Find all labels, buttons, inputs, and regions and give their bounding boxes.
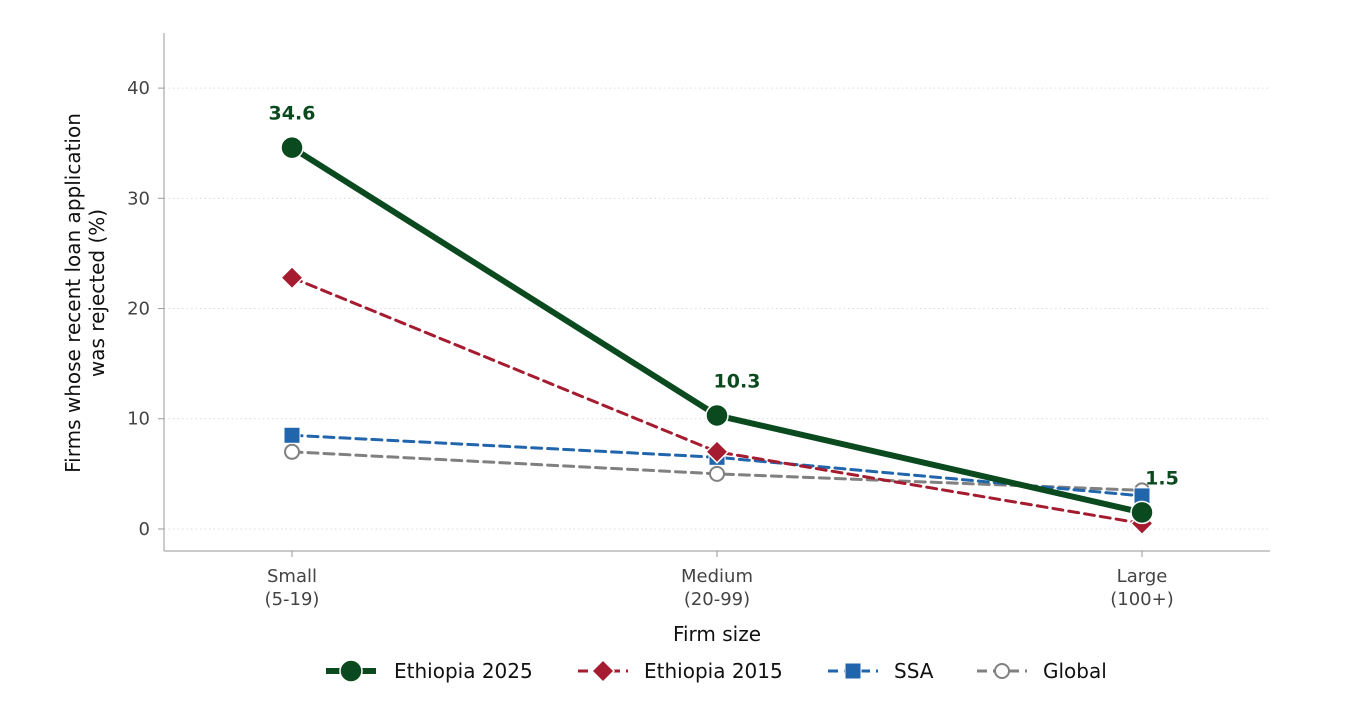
x-tick-sublabel: (100+)	[1110, 589, 1173, 610]
series-point	[709, 465, 725, 482]
legend-marker	[590, 658, 616, 684]
legend-label: Ethiopia 2015	[644, 659, 783, 683]
series-point	[280, 135, 304, 160]
legend: Ethiopia 2025 Ethiopia 2015 SSA Global	[326, 658, 1107, 684]
legend-marker	[339, 659, 363, 683]
legend-label: SSA	[894, 659, 934, 683]
data-label: 10.3	[714, 370, 761, 392]
series-ethiopia-2015	[279, 265, 1155, 536]
series-layer	[279, 135, 1155, 536]
x-tick-label: Large	[1117, 566, 1168, 587]
series-point	[283, 426, 301, 444]
data-label: 34.6	[269, 103, 316, 125]
y-tick-label: 0	[139, 519, 150, 540]
y-axis-title-text: Firms whose recent loan applicationwas r…	[61, 113, 109, 473]
x-axis-title: Firm size	[673, 622, 761, 646]
series-ssa	[283, 426, 1151, 505]
legend-label: Global	[1043, 659, 1107, 683]
y-axis-ticks: 0 10 20 30 40	[127, 78, 164, 540]
legend-marker	[994, 663, 1010, 679]
legend-item-ethiopia-2025: Ethiopia 2025	[326, 659, 533, 683]
y-axis-title: Firms whose recent loan applicationwas r…	[61, 113, 109, 473]
y-axis-title-line: Firms whose recent loan application	[61, 113, 85, 473]
series-point	[284, 443, 300, 460]
series-point	[705, 403, 729, 428]
x-tick-sublabel: (20-99)	[684, 589, 750, 610]
y-tick-label: 20	[127, 299, 150, 320]
series-point	[279, 265, 305, 290]
data-labels: 34.6 10.3 1.5	[269, 103, 1179, 490]
y-axis-title-line: was rejected (%)	[85, 209, 109, 377]
y-tick-label: 40	[127, 78, 150, 99]
y-tick-label: 30	[127, 188, 150, 209]
series-point	[704, 439, 730, 464]
legend-marker	[844, 662, 862, 680]
legend-item-ethiopia-2015: Ethiopia 2015	[578, 658, 783, 684]
x-tick-sublabel: (5-19)	[265, 589, 320, 610]
series-point	[1130, 500, 1154, 525]
series-ethiopia-2025	[280, 135, 1154, 525]
legend-item-ssa: SSA	[828, 659, 934, 683]
x-tick-label: Medium	[681, 566, 753, 587]
x-tick-label: Small	[267, 566, 317, 587]
x-axis-ticks: Small(5-19) Medium(20-99) Large(100+)	[265, 551, 1174, 610]
legend-item-global: Global	[977, 659, 1107, 683]
legend-label: Ethiopia 2025	[394, 659, 533, 683]
y-tick-label: 10	[127, 409, 150, 430]
data-label: 1.5	[1145, 467, 1179, 489]
